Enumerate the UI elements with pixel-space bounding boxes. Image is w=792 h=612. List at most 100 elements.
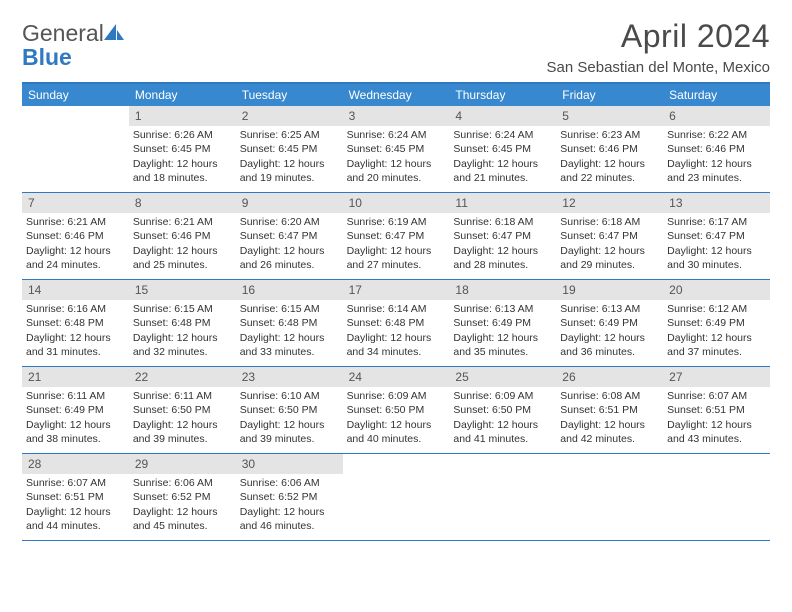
day-body: Sunrise: 6:25 AMSunset: 6:45 PMDaylight:… bbox=[236, 126, 343, 189]
day-body: Sunrise: 6:21 AMSunset: 6:46 PMDaylight:… bbox=[129, 213, 236, 276]
day-body: Sunrise: 6:19 AMSunset: 6:47 PMDaylight:… bbox=[343, 213, 450, 276]
daylight-text: Daylight: 12 hours and 43 minutes. bbox=[667, 418, 766, 446]
day-cell: 15Sunrise: 6:15 AMSunset: 6:48 PMDayligh… bbox=[129, 280, 236, 366]
daylight-text: Daylight: 12 hours and 36 minutes. bbox=[560, 331, 659, 359]
weeks-container: 1Sunrise: 6:26 AMSunset: 6:45 PMDaylight… bbox=[22, 106, 770, 541]
daylight-text: Daylight: 12 hours and 34 minutes. bbox=[347, 331, 446, 359]
day-body: Sunrise: 6:07 AMSunset: 6:51 PMDaylight:… bbox=[22, 474, 129, 537]
day-cell: 3Sunrise: 6:24 AMSunset: 6:45 PMDaylight… bbox=[343, 106, 450, 192]
day-number: 19 bbox=[556, 280, 663, 300]
day-number: 25 bbox=[449, 367, 556, 387]
sunrise-text: Sunrise: 6:06 AM bbox=[240, 476, 339, 490]
day-body: Sunrise: 6:10 AMSunset: 6:50 PMDaylight:… bbox=[236, 387, 343, 450]
day-number: 17 bbox=[343, 280, 450, 300]
day-cell bbox=[449, 454, 556, 540]
day-number: 13 bbox=[663, 193, 770, 213]
sunset-text: Sunset: 6:51 PM bbox=[560, 403, 659, 417]
daylight-text: Daylight: 12 hours and 46 minutes. bbox=[240, 505, 339, 533]
day-body: Sunrise: 6:24 AMSunset: 6:45 PMDaylight:… bbox=[343, 126, 450, 189]
sunset-text: Sunset: 6:50 PM bbox=[240, 403, 339, 417]
day-cell: 23Sunrise: 6:10 AMSunset: 6:50 PMDayligh… bbox=[236, 367, 343, 453]
sunrise-text: Sunrise: 6:25 AM bbox=[240, 128, 339, 142]
day-number: 3 bbox=[343, 106, 450, 126]
sunset-text: Sunset: 6:47 PM bbox=[560, 229, 659, 243]
sunrise-text: Sunrise: 6:07 AM bbox=[667, 389, 766, 403]
day-cell: 27Sunrise: 6:07 AMSunset: 6:51 PMDayligh… bbox=[663, 367, 770, 453]
day-cell bbox=[663, 454, 770, 540]
day-cell: 20Sunrise: 6:12 AMSunset: 6:49 PMDayligh… bbox=[663, 280, 770, 366]
daylight-text: Daylight: 12 hours and 38 minutes. bbox=[26, 418, 125, 446]
day-cell: 21Sunrise: 6:11 AMSunset: 6:49 PMDayligh… bbox=[22, 367, 129, 453]
day-number bbox=[343, 454, 450, 458]
sunset-text: Sunset: 6:45 PM bbox=[347, 142, 446, 156]
day-cell: 26Sunrise: 6:08 AMSunset: 6:51 PMDayligh… bbox=[556, 367, 663, 453]
sunset-text: Sunset: 6:51 PM bbox=[26, 490, 125, 504]
day-body: Sunrise: 6:15 AMSunset: 6:48 PMDaylight:… bbox=[236, 300, 343, 363]
sunset-text: Sunset: 6:46 PM bbox=[133, 229, 232, 243]
calendar: Sunday Monday Tuesday Wednesday Thursday… bbox=[22, 82, 770, 541]
day-number: 11 bbox=[449, 193, 556, 213]
day-body: Sunrise: 6:14 AMSunset: 6:48 PMDaylight:… bbox=[343, 300, 450, 363]
week-row: 1Sunrise: 6:26 AMSunset: 6:45 PMDaylight… bbox=[22, 106, 770, 193]
week-row: 7Sunrise: 6:21 AMSunset: 6:46 PMDaylight… bbox=[22, 193, 770, 280]
daylight-text: Daylight: 12 hours and 25 minutes. bbox=[133, 244, 232, 272]
sunrise-text: Sunrise: 6:26 AM bbox=[133, 128, 232, 142]
week-row: 21Sunrise: 6:11 AMSunset: 6:49 PMDayligh… bbox=[22, 367, 770, 454]
daylight-text: Daylight: 12 hours and 33 minutes. bbox=[240, 331, 339, 359]
week-row: 28Sunrise: 6:07 AMSunset: 6:51 PMDayligh… bbox=[22, 454, 770, 541]
day-body: Sunrise: 6:18 AMSunset: 6:47 PMDaylight:… bbox=[449, 213, 556, 276]
day-number: 21 bbox=[22, 367, 129, 387]
day-number: 28 bbox=[22, 454, 129, 474]
day-body: Sunrise: 6:09 AMSunset: 6:50 PMDaylight:… bbox=[343, 387, 450, 450]
day-number: 2 bbox=[236, 106, 343, 126]
daylight-text: Daylight: 12 hours and 27 minutes. bbox=[347, 244, 446, 272]
sunset-text: Sunset: 6:49 PM bbox=[26, 403, 125, 417]
day-cell bbox=[22, 106, 129, 192]
daylight-text: Daylight: 12 hours and 26 minutes. bbox=[240, 244, 339, 272]
logo-text: General Blue bbox=[22, 22, 126, 69]
day-number: 23 bbox=[236, 367, 343, 387]
daylight-text: Daylight: 12 hours and 23 minutes. bbox=[667, 157, 766, 185]
day-number: 6 bbox=[663, 106, 770, 126]
sunrise-text: Sunrise: 6:23 AM bbox=[560, 128, 659, 142]
sunrise-text: Sunrise: 6:20 AM bbox=[240, 215, 339, 229]
sunset-text: Sunset: 6:48 PM bbox=[240, 316, 339, 330]
sunset-text: Sunset: 6:46 PM bbox=[667, 142, 766, 156]
sunrise-text: Sunrise: 6:11 AM bbox=[133, 389, 232, 403]
sunrise-text: Sunrise: 6:24 AM bbox=[453, 128, 552, 142]
daylight-text: Daylight: 12 hours and 31 minutes. bbox=[26, 331, 125, 359]
day-cell: 7Sunrise: 6:21 AMSunset: 6:46 PMDaylight… bbox=[22, 193, 129, 279]
daylight-text: Daylight: 12 hours and 21 minutes. bbox=[453, 157, 552, 185]
sunset-text: Sunset: 6:45 PM bbox=[240, 142, 339, 156]
daylight-text: Daylight: 12 hours and 35 minutes. bbox=[453, 331, 552, 359]
daylight-text: Daylight: 12 hours and 39 minutes. bbox=[133, 418, 232, 446]
sunrise-text: Sunrise: 6:10 AM bbox=[240, 389, 339, 403]
day-number: 26 bbox=[556, 367, 663, 387]
day-number: 4 bbox=[449, 106, 556, 126]
day-cell: 29Sunrise: 6:06 AMSunset: 6:52 PMDayligh… bbox=[129, 454, 236, 540]
weekday-monday: Monday bbox=[129, 84, 236, 106]
day-body: Sunrise: 6:13 AMSunset: 6:49 PMDaylight:… bbox=[556, 300, 663, 363]
day-body: Sunrise: 6:16 AMSunset: 6:48 PMDaylight:… bbox=[22, 300, 129, 363]
daylight-text: Daylight: 12 hours and 24 minutes. bbox=[26, 244, 125, 272]
day-body: Sunrise: 6:15 AMSunset: 6:48 PMDaylight:… bbox=[129, 300, 236, 363]
day-number: 10 bbox=[343, 193, 450, 213]
day-cell: 24Sunrise: 6:09 AMSunset: 6:50 PMDayligh… bbox=[343, 367, 450, 453]
sunset-text: Sunset: 6:49 PM bbox=[667, 316, 766, 330]
day-body: Sunrise: 6:22 AMSunset: 6:46 PMDaylight:… bbox=[663, 126, 770, 189]
sunset-text: Sunset: 6:47 PM bbox=[667, 229, 766, 243]
day-cell: 1Sunrise: 6:26 AMSunset: 6:45 PMDaylight… bbox=[129, 106, 236, 192]
day-number bbox=[22, 106, 129, 110]
daylight-text: Daylight: 12 hours and 29 minutes. bbox=[560, 244, 659, 272]
sunset-text: Sunset: 6:51 PM bbox=[667, 403, 766, 417]
daylight-text: Daylight: 12 hours and 19 minutes. bbox=[240, 157, 339, 185]
day-number bbox=[449, 454, 556, 458]
day-number: 24 bbox=[343, 367, 450, 387]
day-body: Sunrise: 6:23 AMSunset: 6:46 PMDaylight:… bbox=[556, 126, 663, 189]
day-cell: 25Sunrise: 6:09 AMSunset: 6:50 PMDayligh… bbox=[449, 367, 556, 453]
day-cell: 19Sunrise: 6:13 AMSunset: 6:49 PMDayligh… bbox=[556, 280, 663, 366]
day-number: 15 bbox=[129, 280, 236, 300]
day-number: 5 bbox=[556, 106, 663, 126]
day-body: Sunrise: 6:09 AMSunset: 6:50 PMDaylight:… bbox=[449, 387, 556, 450]
day-cell: 18Sunrise: 6:13 AMSunset: 6:49 PMDayligh… bbox=[449, 280, 556, 366]
